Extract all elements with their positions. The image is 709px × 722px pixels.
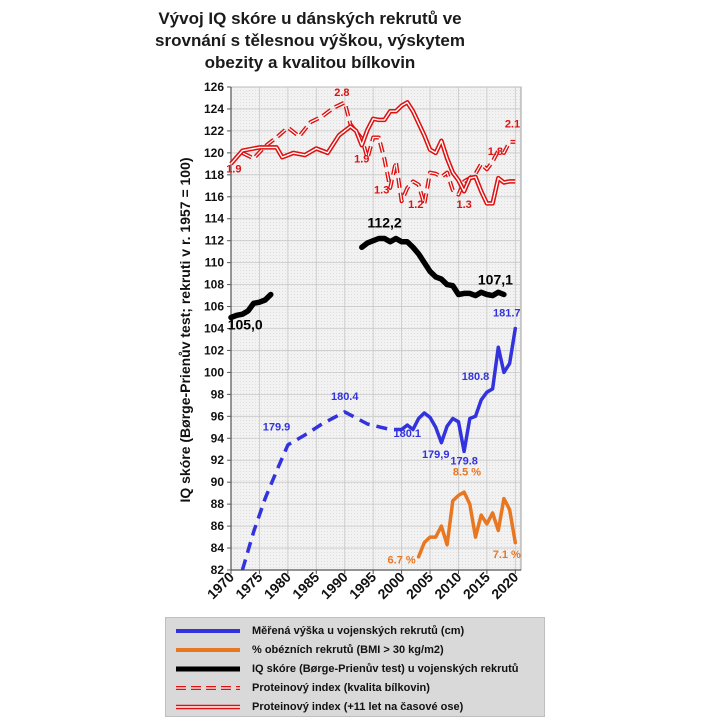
legend-label: Proteinový index (kvalita bílkovin) (252, 682, 430, 694)
data-label-protein: 1.9 (354, 154, 369, 166)
y-tick-label: 92 (211, 453, 225, 467)
data-label-height: 180.4 (331, 391, 359, 403)
data-label-protein: 1.8 (488, 146, 503, 158)
y-tick-label: 82 (211, 563, 225, 577)
y-tick-label: 120 (204, 146, 224, 160)
legend-label: Měřená výška u vojenských rekrutů (cm) (252, 625, 465, 637)
y-tick-label: 110 (205, 256, 225, 270)
data-label-obesity: 6.7 % (388, 554, 416, 566)
y-tick-label: 116 (205, 190, 225, 204)
x-tick-label: 2020 (488, 569, 521, 602)
data-label-iq: 107,1 (478, 272, 513, 288)
legend-swatch-double-red (176, 704, 240, 710)
x-tick-label: 1995 (346, 569, 379, 602)
legend-item-height: Měřená výška u vojenských rekrutů (cm) (174, 622, 464, 640)
data-label-obesity: 8.5 % (453, 467, 481, 479)
y-tick-label: 102 (204, 343, 224, 357)
y-tick-label: 104 (204, 322, 224, 336)
data-label-protein: 2.1 (505, 119, 520, 131)
series-line-height (399, 326, 518, 454)
data-label-height: 179,9 (422, 449, 450, 461)
x-tick-label: 2005 (403, 569, 436, 602)
y-tick-label: 98 (211, 387, 225, 401)
legend-item-iq: IQ skóre (Børge-Prienův test) u vojenský… (174, 660, 519, 678)
series-line-iq (359, 235, 507, 299)
legend-swatch-solid-black (176, 666, 240, 672)
y-tick-label: 106 (204, 300, 224, 314)
legend-swatch-solid-blue (176, 629, 240, 633)
series-line-iq (228, 291, 274, 321)
series-line-protein-inner (242, 101, 516, 206)
x-tick-label: 2000 (374, 569, 407, 602)
data-label-height: 180.8 (462, 371, 490, 383)
data-label-height: 179.9 (263, 422, 291, 434)
legend-swatch-dashed-red (176, 686, 240, 690)
x-tick-label: 1975 (232, 569, 265, 602)
data-label-protein: 1.3 (374, 184, 389, 196)
y-axis-label: IQ skóre (Børge-Prienův test; rekruti v … (177, 157, 193, 502)
series-line-height (240, 410, 402, 571)
y-tick-label: 84 (211, 541, 225, 555)
legend-item-obesity: % obézních rekrutů (BMI > 30 kg/m2) (174, 641, 444, 659)
x-tick-label: 1990 (318, 569, 351, 602)
legend: Měřená výška u vojenských rekrutů (cm) %… (165, 617, 545, 717)
data-label-height: 179.8 (450, 456, 478, 468)
data-label-protein: 1.2 (408, 199, 423, 211)
y-tick-label: 86 (211, 519, 225, 533)
legend-label: Proteinový index (+11 let na časové ose) (252, 701, 464, 713)
data-label-protein: 1.3 (456, 199, 471, 211)
y-tick-label: 122 (204, 124, 224, 138)
legend-swatch-solid-orange (176, 648, 240, 652)
legend-item-protein: Proteinový index (kvalita bílkovin) (174, 679, 430, 697)
data-label-iq: 112,2 (367, 215, 401, 231)
x-tick-label: 1970 (204, 569, 237, 602)
y-tick-label: 96 (211, 409, 225, 423)
x-tick-label: 2010 (431, 569, 464, 602)
x-tick-label: 1985 (289, 569, 322, 602)
y-tick-label: 114 (205, 212, 225, 226)
data-label-iq: 105,0 (228, 317, 263, 333)
legend-item-protein-shift: Proteinový index (+11 let na časové ose) (174, 698, 463, 716)
y-tick-label: 100 (204, 365, 224, 379)
legend-label: IQ skóre (Børge-Prienův test) u vojenský… (252, 663, 519, 675)
data-label-protein_shift: 1.9 (226, 164, 241, 176)
chart-title: Vývoj IQ skóre u dánských rekrutů ve sro… (155, 9, 465, 72)
x-tick-label: 2015 (460, 569, 493, 602)
legend-label: % obézních rekrutů (BMI > 30 kg/m2) (252, 644, 444, 656)
data-label-obesity: 7.1 % (493, 549, 521, 561)
y-tick-label: 112 (205, 234, 225, 248)
y-tick-label: 88 (211, 497, 225, 511)
y-tick-label: 118 (205, 168, 225, 182)
y-tick-label: 94 (211, 431, 225, 445)
data-label-protein: 2.8 (334, 87, 349, 99)
x-tick-label: 1980 (261, 569, 294, 602)
y-tick-label: 108 (204, 278, 224, 292)
series-line-protein_shift-inner (230, 101, 516, 205)
chart-svg: IQ skóre (Børge-Prienův test; rekruti v … (177, 80, 522, 602)
y-tick-label: 126 (204, 80, 224, 94)
y-tick-label: 124 (204, 102, 224, 116)
series-line-obesity (416, 490, 518, 559)
data-label-height: 181.7 (493, 307, 521, 319)
y-tick-label: 90 (211, 475, 225, 489)
data-label-height: 180.1 (394, 428, 422, 440)
